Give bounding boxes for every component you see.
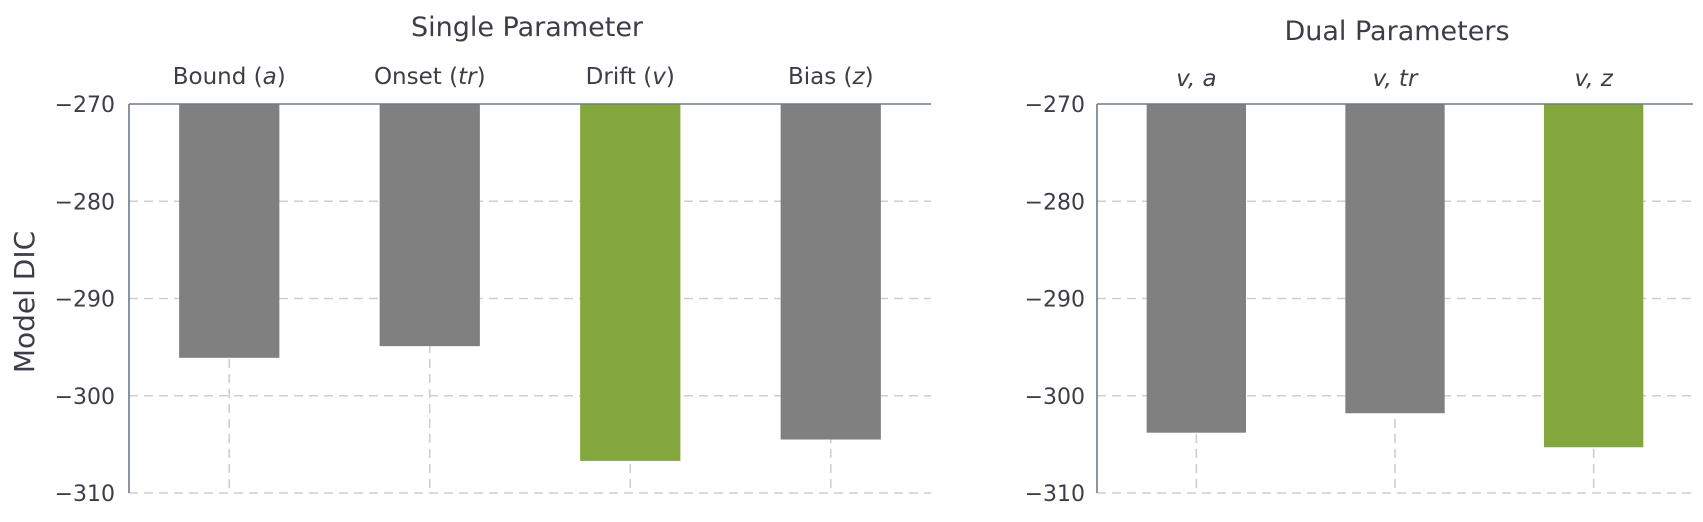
y-tick-label: −280 (55, 190, 115, 215)
bar (1544, 104, 1644, 448)
panel-title-dual: Dual Parameters (1284, 16, 1509, 47)
y-tick-label: −270 (1025, 93, 1085, 118)
bar (179, 104, 280, 358)
category-label: v, tr (1373, 66, 1419, 92)
bar (1146, 104, 1246, 433)
y-tick-label: −300 (55, 385, 115, 410)
category-label: Bias (z) (788, 64, 874, 90)
panel-title-single: Single Parameter (411, 12, 644, 43)
y-axis-label: Model DIC (8, 231, 41, 373)
y-tick-label: −290 (55, 288, 115, 313)
category-label: v, z (1574, 66, 1613, 92)
category-label: Drift (v) (586, 64, 675, 90)
bar (780, 104, 881, 440)
bar (580, 104, 681, 461)
y-tick-label: −290 (1025, 288, 1085, 313)
y-tick-label: −280 (1025, 190, 1085, 215)
bar (379, 104, 480, 347)
y-tick-label: −310 (55, 482, 115, 507)
panel-dual-parameters: Dual Parameters −270 −280 −290 −300 −310 v, a… (1025, 16, 1693, 507)
bar (1345, 104, 1445, 414)
y-tick-label: −300 (1025, 385, 1085, 410)
y-tick-label: −270 (55, 93, 115, 118)
panel-single-parameter: Single Parameter −270 −280 −290 −300 −310 Bou… (55, 12, 931, 507)
y-tick-label: −310 (1025, 482, 1085, 507)
category-label: Onset (tr) (374, 64, 486, 90)
category-label: v, a (1176, 66, 1216, 92)
category-label: Bound (a) (173, 64, 286, 90)
